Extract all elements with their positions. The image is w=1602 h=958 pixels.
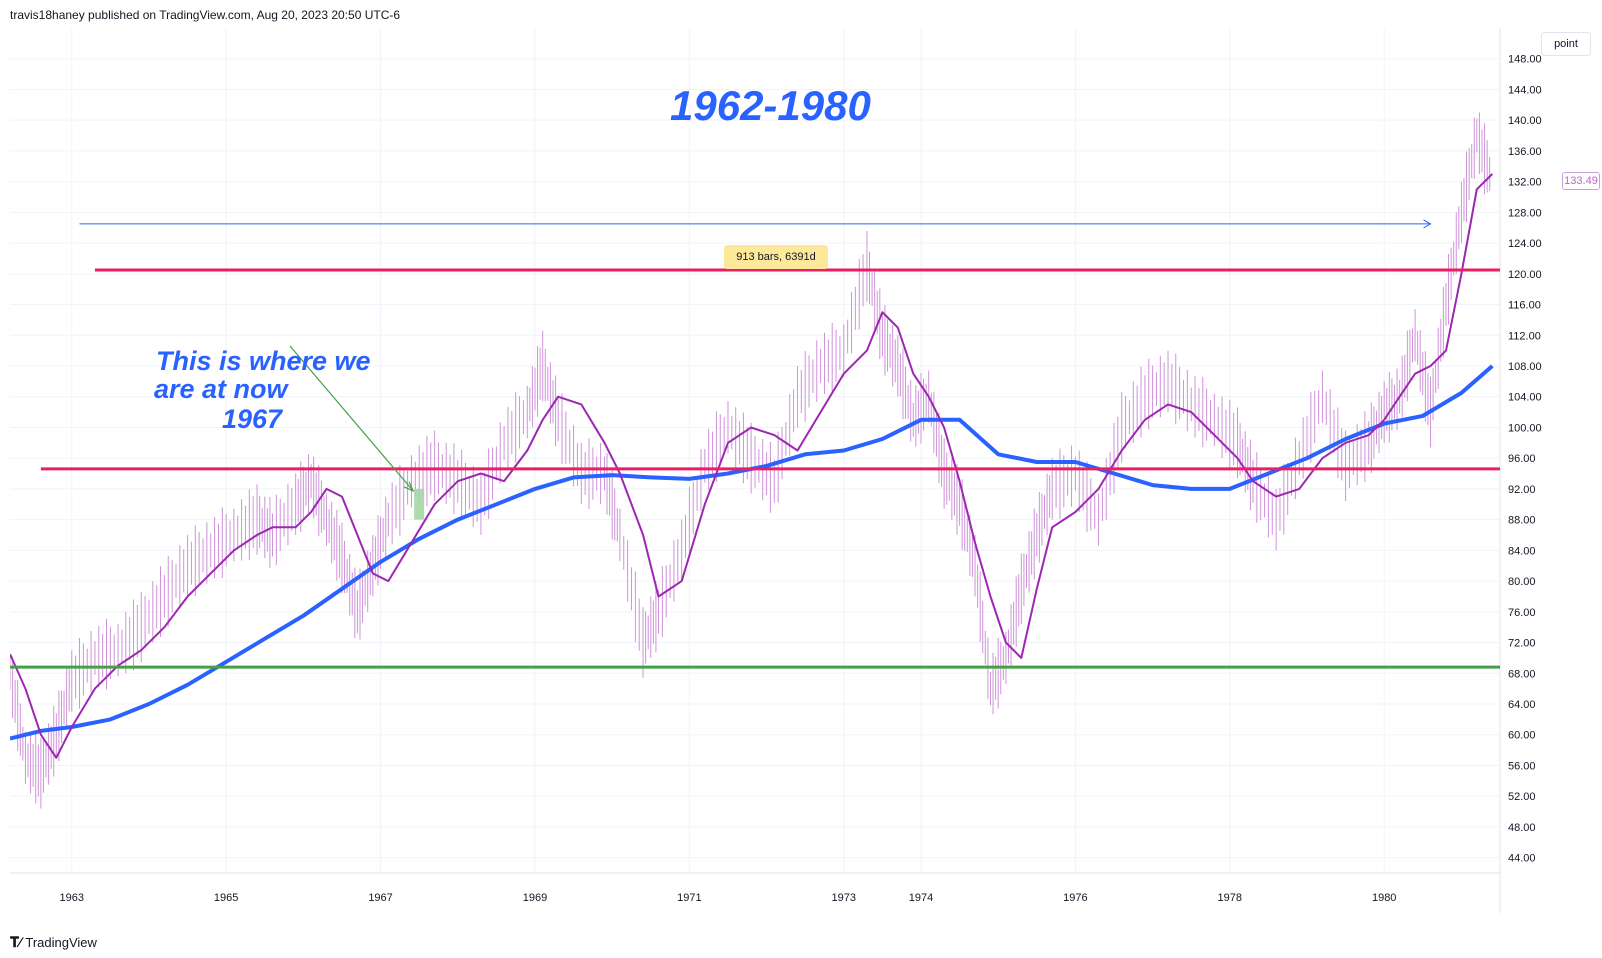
tradingview-logo-icon: 𝐓∕ [10,934,22,950]
y-tick-label: 84.00 [1508,545,1536,557]
y-tick-label: 140.00 [1508,115,1542,127]
y-tick-label: 96.00 [1508,453,1536,465]
y-tick-label: 132.00 [1508,177,1542,189]
y-tick-label: 56.00 [1508,760,1536,772]
y-tick-label: 64.00 [1508,699,1536,711]
highlight-candle [414,488,425,520]
y-tick-label: 76.00 [1508,607,1536,619]
x-tick-label: 1980 [1372,892,1396,904]
bars-measure-label: 913 bars, 6391d [724,245,828,269]
y-tick-label: 120.00 [1508,269,1542,281]
note-line-1: This is where we [156,346,371,376]
x-tick-label: 1976 [1063,892,1087,904]
last-price-tag: 133.49 [1562,172,1600,190]
publish-attribution: travis18haney published on TradingView.c… [10,8,401,22]
y-tick-label: 92.00 [1508,484,1536,496]
ma-short-line [10,173,1494,759]
annotation-arrow-head [403,481,415,493]
price-chart: 148.00 144.00 140.00 136.00 132.00 128.00 124.… [10,28,1542,913]
y-tick-label: 108.00 [1508,361,1542,373]
y-tick-label: 60.00 [1508,730,1536,742]
y-tick-label: 80.00 [1508,576,1536,588]
x-tick-label: 1978 [1218,892,1242,904]
y-tick-label: 48.00 [1508,822,1536,834]
y-tick-label: 52.00 [1508,791,1536,803]
x-tick-label: 1963 [60,892,84,904]
y-tick-label: 44.00 [1508,853,1536,865]
y-tick-label: 144.00 [1508,84,1542,96]
note-line-3: 1967 [222,404,283,434]
annotation-arrow-line [289,345,414,492]
x-tick-label: 1974 [909,892,933,904]
y-tick-label: 72.00 [1508,638,1536,650]
y-tick-label: 112.00 [1508,330,1541,342]
y-tick-label: 100.00 [1508,422,1542,434]
y-tick-label: 68.00 [1508,668,1536,680]
y-tick-label: 124.00 [1508,238,1542,250]
footer-brand-label: TradingView [25,935,97,950]
y-tick-label: 136.00 [1508,146,1542,158]
y-tick-label: 104.00 [1508,392,1542,404]
footer-brand[interactable]: 𝐓∕ TradingView [10,934,97,951]
unit-toggle-button[interactable]: point [1541,32,1591,56]
y-tick-label: 128.00 [1508,207,1542,219]
x-tick-label: 1973 [832,892,856,904]
measure-arrow-head [1423,219,1432,229]
chart-area[interactable]: 148.00 144.00 140.00 136.00 132.00 128.00 124.… [10,28,1600,932]
x-tick-label: 1969 [523,892,547,904]
x-tick-label: 1965 [214,892,238,904]
x-tick-label: 1971 [677,892,701,904]
chart-title-annotation: 1962-1980 [670,82,871,129]
y-tick-label: 116.00 [1508,300,1541,312]
y-tick-label: 88.00 [1508,515,1536,527]
x-tick-label: 1967 [368,892,392,904]
y-tick-label: 148.00 [1508,54,1542,66]
note-line-2: are at now [154,374,288,404]
